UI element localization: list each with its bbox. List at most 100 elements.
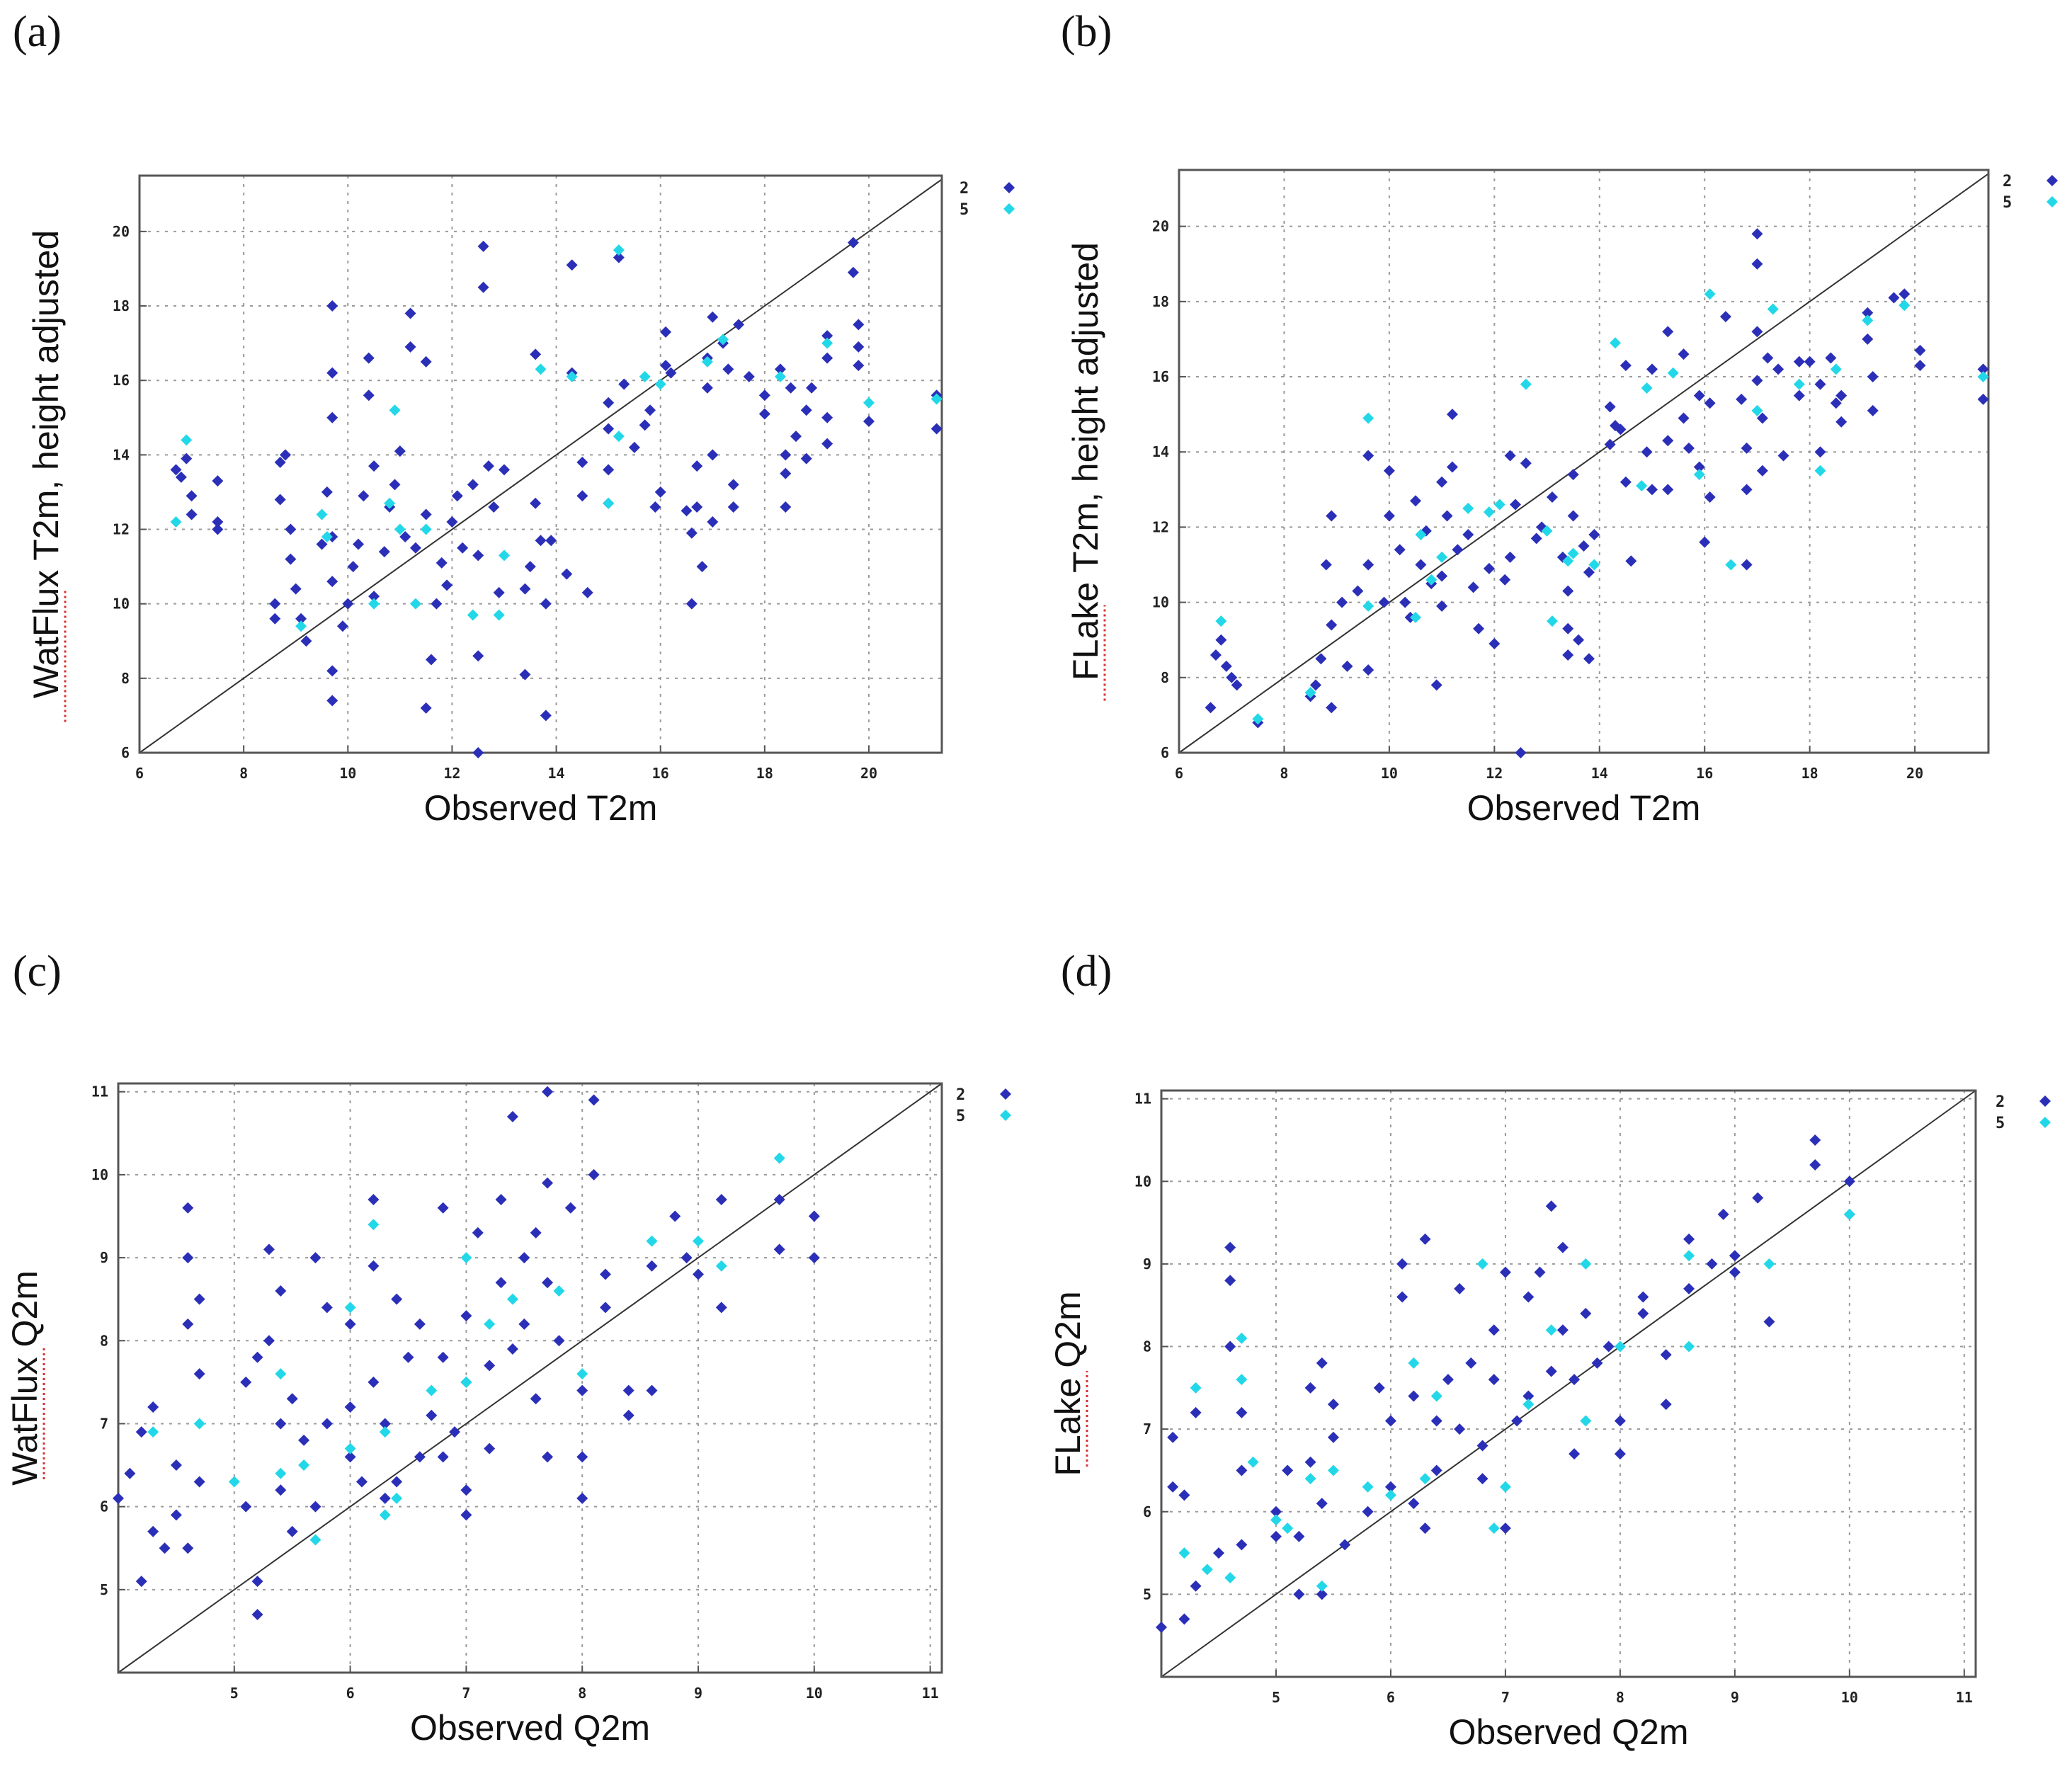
- data-point-series-2: [1843, 1176, 1855, 1188]
- data-point-series-2: [1327, 1431, 1339, 1443]
- data-point-series-2: [806, 382, 818, 394]
- data-point-series-2: [1835, 416, 1848, 428]
- data-point-series-5: [1282, 1522, 1294, 1535]
- data-point-series-2: [1383, 465, 1395, 477]
- data-point-series-2: [451, 490, 463, 502]
- data-point-series-2: [530, 1393, 542, 1405]
- data-point-series-2: [124, 1467, 136, 1479]
- legend-marker-series-2: [2047, 175, 2058, 186]
- data-point-series-5: [1493, 499, 1505, 511]
- data-point-series-5: [1384, 1489, 1396, 1501]
- data-point-series-5: [295, 620, 307, 632]
- data-point-series-2: [309, 1501, 321, 1513]
- data-point-series-5: [1362, 1481, 1374, 1493]
- x-tick-label: 10: [339, 765, 356, 782]
- data-point-series-2: [800, 452, 812, 465]
- data-point-series-2: [285, 553, 297, 565]
- data-point-series-2: [722, 363, 734, 375]
- x-tick-label: 6: [1175, 765, 1183, 782]
- panel-label: (b): [1061, 8, 1112, 56]
- data-point-series-2: [300, 635, 312, 647]
- data-point-series-2: [1293, 1588, 1305, 1600]
- data-point-series-2: [240, 1376, 252, 1388]
- data-point-series-2: [240, 1501, 252, 1513]
- data-point-series-5: [275, 1368, 287, 1380]
- data-point-series-5: [715, 1260, 727, 1272]
- data-point-series-5: [1252, 713, 1264, 725]
- legend-label: 2: [2003, 173, 2012, 190]
- data-point-series-5: [774, 370, 786, 382]
- data-point-series-2: [733, 319, 745, 331]
- data-point-series-2: [263, 1243, 275, 1256]
- data-point-series-2: [790, 431, 802, 443]
- data-point-series-2: [326, 665, 338, 677]
- data-point-series-2: [588, 1168, 600, 1180]
- data-point-series-2: [701, 382, 713, 394]
- data-point-series-2: [1569, 1374, 1581, 1386]
- data-point-series-5: [394, 523, 406, 535]
- data-point-series-2: [326, 695, 338, 707]
- data-point-series-2: [1362, 1505, 1374, 1518]
- data-point-series-2: [449, 1426, 461, 1438]
- data-point-series-5: [1462, 502, 1474, 514]
- data-point-series-2: [1167, 1431, 1179, 1443]
- data-point-series-2: [212, 523, 224, 535]
- data-point-series-5: [1567, 547, 1579, 559]
- data-point-series-5: [1814, 465, 1826, 477]
- data-point-series-2: [1556, 1241, 1569, 1253]
- data-point-series-2: [1336, 596, 1348, 608]
- y-tick-label: 7: [1143, 1421, 1151, 1438]
- data-point-series-2: [1693, 389, 1705, 402]
- legend-label: 2: [960, 180, 969, 198]
- data-point-series-2: [1899, 288, 1911, 300]
- data-point-series-5: [1725, 559, 1737, 571]
- data-point-series-2: [499, 464, 510, 476]
- data-point-series-2: [1408, 1498, 1420, 1510]
- data-point-series-2: [576, 490, 588, 502]
- data-point-series-2: [186, 490, 198, 502]
- data-point-series-5: [1408, 1357, 1420, 1369]
- data-point-series-2: [1467, 581, 1479, 593]
- data-point-series-2: [1441, 510, 1453, 522]
- data-point-series-2: [426, 1409, 438, 1421]
- data-point-series-2: [457, 542, 469, 554]
- data-point-series-2: [1637, 1291, 1649, 1303]
- data-point-series-2: [1378, 596, 1390, 608]
- data-point-series-2: [414, 1318, 426, 1330]
- data-point-series-2: [1641, 446, 1653, 458]
- data-point-series-2: [1362, 664, 1374, 676]
- y-axis-title: FLake Q2m: [1048, 1291, 1088, 1476]
- x-tick-label: 7: [1501, 1689, 1510, 1706]
- data-point-series-2: [853, 319, 865, 331]
- data-point-series-5: [170, 516, 182, 528]
- data-point-series-2: [847, 237, 859, 249]
- data-point-series-5: [1862, 314, 1874, 326]
- y-tick-label: 10: [1152, 594, 1169, 611]
- panel-label: (d): [1061, 947, 1112, 996]
- data-point-series-5: [1522, 1399, 1535, 1411]
- data-point-series-2: [821, 438, 833, 450]
- data-point-series-2: [1454, 1423, 1466, 1435]
- legend-label: 2: [956, 1086, 965, 1104]
- data-point-series-2: [758, 408, 770, 420]
- data-point-series-2: [821, 330, 833, 342]
- legend-label: 2: [1996, 1093, 2005, 1111]
- data-point-series-2: [368, 591, 380, 603]
- y-tick-label: 6: [1161, 744, 1169, 761]
- y-tick-label: 10: [113, 596, 130, 613]
- data-point-series-2: [1511, 1415, 1523, 1427]
- data-point-series-2: [472, 747, 484, 758]
- data-point-series-2: [1914, 360, 1926, 372]
- data-point-series-2: [1270, 1530, 1282, 1542]
- data-point-series-2: [622, 1384, 634, 1396]
- data-point-series-5: [1436, 551, 1448, 563]
- data-point-series-5: [379, 1426, 391, 1438]
- data-point-series-2: [389, 479, 401, 491]
- data-point-series-2: [1304, 1456, 1316, 1468]
- x-tick-label: 7: [462, 1685, 470, 1702]
- data-point-series-2: [518, 1252, 530, 1264]
- data-point-series-5: [1693, 469, 1705, 481]
- data-point-series-2: [1488, 1374, 1500, 1386]
- data-point-series-5: [1793, 378, 1805, 390]
